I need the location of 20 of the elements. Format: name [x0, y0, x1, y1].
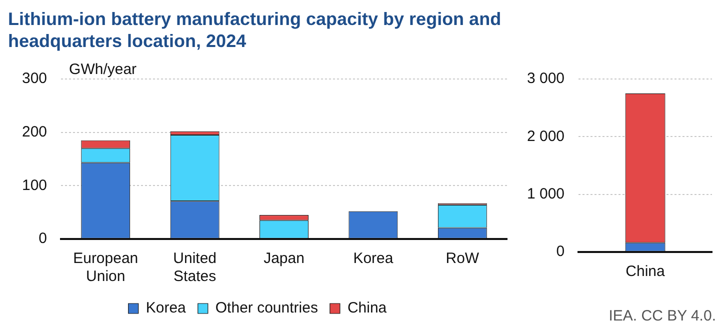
y-tick-label: 3 000 [526, 70, 565, 88]
x-tick-label: RoW [446, 250, 480, 268]
y-axis-title: GWh/year [69, 61, 137, 78]
y-tick-label: 0 [38, 230, 48, 248]
text: IEA. CC BY 4.0. [608, 308, 716, 325]
y-tick-label: 300 [22, 70, 48, 88]
x-tick-label: China [626, 263, 666, 280]
legend-label: Korea [146, 300, 187, 317]
chart-title: Lithium-ion battery manufacturing capacity by region and headquarters location, 2024 [8, 8, 502, 52]
x-tick-label: European Union [73, 250, 138, 286]
legend-label: Other countries [215, 300, 318, 317]
y-tick-label: 200 [22, 123, 48, 140]
y-tick-label: 1 000 [526, 185, 565, 202]
y-tick-label: 100 [22, 176, 48, 194]
x-tick-label: United States [173, 250, 216, 286]
x-tick-label: Japan [264, 250, 304, 268]
y-tick-label: 2 000 [526, 128, 565, 145]
x-tick-label: Korea [353, 250, 394, 268]
y-tick-label: 0 [556, 243, 565, 260]
legend-label: China [347, 300, 388, 317]
